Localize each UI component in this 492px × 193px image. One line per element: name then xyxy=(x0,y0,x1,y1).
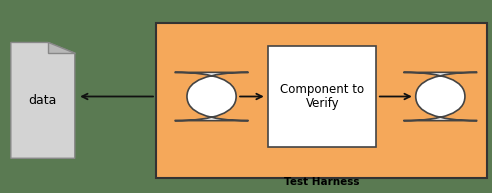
FancyBboxPatch shape xyxy=(156,23,487,178)
Polygon shape xyxy=(48,42,75,53)
FancyBboxPatch shape xyxy=(175,72,248,121)
FancyBboxPatch shape xyxy=(403,72,477,121)
FancyBboxPatch shape xyxy=(268,46,376,147)
Polygon shape xyxy=(11,42,75,158)
Text: Component to
Verify: Component to Verify xyxy=(280,82,364,111)
Text: Test Harness: Test Harness xyxy=(283,177,359,187)
Text: data: data xyxy=(29,94,57,107)
